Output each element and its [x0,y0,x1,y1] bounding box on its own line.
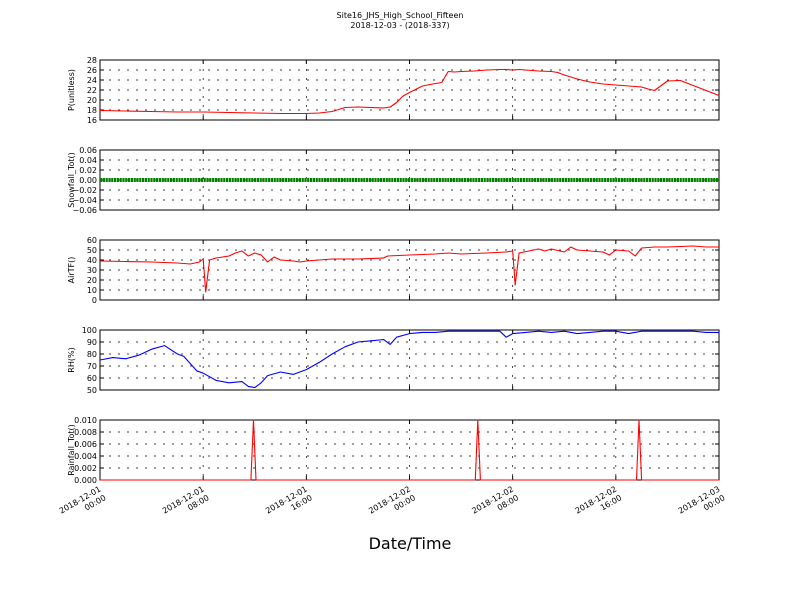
y-tick-label: 0 [92,296,97,305]
chart-subtitle: 2018-12-03 - (2018-337) [350,21,450,30]
y-tick-label: 0.06 [79,146,97,155]
y-tick-label: 16 [87,116,97,125]
y-tick-label: 0.008 [74,428,97,437]
y-axis-label: RH(%) [67,347,76,372]
y-tick-label: 18 [87,106,97,115]
y-tick-label: 70 [87,362,97,371]
y-tick-label: 0.04 [79,156,97,165]
y-axis-label: Snowfall_Tot() [67,152,76,208]
y-tick-label: 0.002 [74,464,97,473]
series-line [99,330,719,389]
y-tick-label: 24 [87,76,97,85]
x-axis-label: Date/Time [368,534,452,553]
y-tick-label: 0.006 [74,440,97,449]
y-tick-label: 90 [87,338,97,347]
y-axis-label: AirTF() [67,257,76,284]
y-tick-label: 0.00 [79,176,97,185]
chart-title: Site16_JHS_High_School_Fifteen [336,11,464,20]
y-tick-label: 60 [87,236,97,245]
panel-2: −0.06−0.04−0.020.000.020.040.06Snowfall_… [67,146,720,215]
y-tick-label: 80 [87,350,97,359]
y-tick-label: 20 [87,96,97,105]
y-tick-label: 22 [87,86,97,95]
y-tick-label: 0.010 [74,416,97,425]
y-tick-label: 0.02 [79,166,97,175]
y-tick-label: 40 [87,256,97,265]
y-axis-label: Rainfall_Tot() [67,424,76,476]
y-tick-label: 26 [87,66,97,75]
y-tick-label: 50 [87,246,97,255]
series-line [100,419,719,481]
y-tick-label: 50 [87,386,97,395]
y-tick-label: 60 [87,374,97,383]
panel-4: 50 60 70 80 90 100 RH(%) [67,326,720,395]
y-tick-label: −0.06 [72,206,97,215]
series-line [99,68,720,115]
y-tick-label: 0.004 [74,452,97,461]
y-tick-label: 30 [87,266,97,275]
y-tick-label: 0.000 [74,476,97,485]
y-tick-label: −0.02 [72,186,97,195]
y-tick-label: 10 [87,286,97,295]
y-tick-label: 20 [87,276,97,285]
y-tick-label: −0.04 [72,196,97,205]
series-line [99,245,719,293]
panel-5: 0.000 0.002 0.004 0.006 0.008 0.010Rainfall_T… [67,416,720,485]
y-tick-label: 28 [87,56,97,65]
y-tick-label: 100 [82,326,97,335]
y-axis-label: P(unitless) [67,69,76,111]
